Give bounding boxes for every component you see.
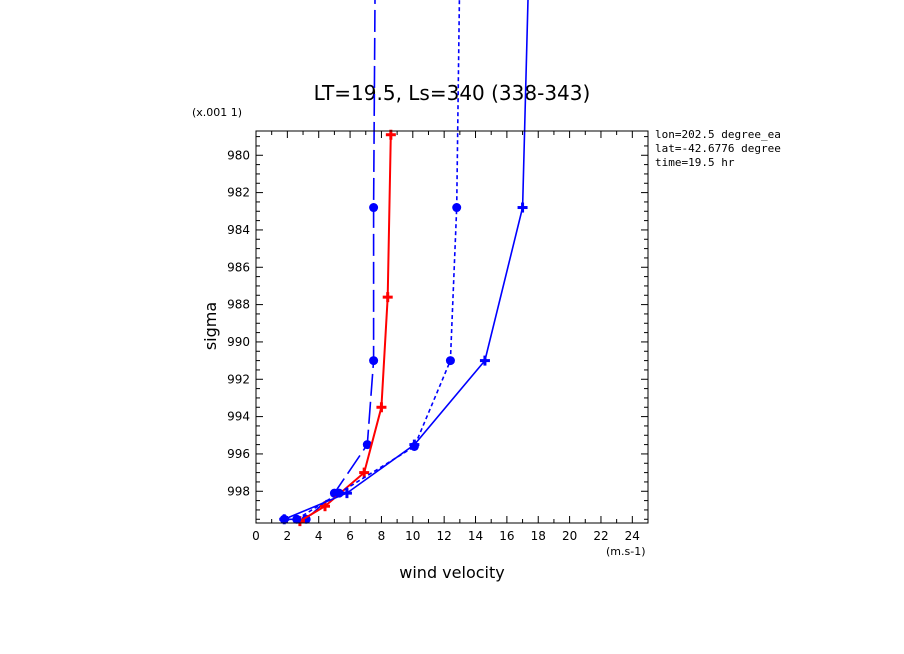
series-2-point [376,402,387,413]
y-axis-label: sigma [201,302,220,350]
series-line-3 [296,0,461,520]
info-lon: lon=202.5 degree_ea [655,128,781,141]
x-tick-label: 4 [315,529,323,543]
y-unit-label: (x.001 1) [192,106,242,119]
series-4-point [409,439,420,450]
y-tick-label: 984 [227,223,250,237]
x-tick-label: 22 [593,529,608,543]
info-block: lon=202.5 degree_ea lat=-42.6776 degree … [655,128,781,169]
series-4-point [517,202,528,213]
info-time: time=19.5 hr [655,156,735,169]
x-unit-label: (m.s-1) [606,545,646,558]
y-tick-label: 994 [227,410,250,424]
axis-ticks: 0 2 4 6 8 10 12 14 16 18 20 22 249809829849869889909… [227,131,649,543]
x-tick-label: 14 [468,529,483,543]
info-lat: lat=-42.6776 degree [655,142,781,155]
x-tick-label: 6 [346,529,354,543]
series-2-point [382,292,393,303]
y-tick-label: 990 [227,335,250,349]
series-group [279,0,529,527]
y-tick-label: 980 [227,148,250,162]
x-tick-label: 2 [284,529,292,543]
plot-frame [255,130,649,524]
series-1-point [369,203,379,213]
x-tick-label: 24 [625,529,640,543]
series-4-point [479,355,490,366]
series-4-point [341,488,352,499]
y-tick-label: 982 [227,186,250,200]
x-tick-label: 12 [437,529,452,543]
x-tick-label: 0 [252,529,260,543]
chart-title: LT=19.5, Ls=340 (338-343) [314,81,591,105]
x-tick-label: 20 [562,529,577,543]
series-1-point [369,356,379,366]
series-3-point [452,203,462,213]
y-tick-label: 998 [227,484,250,498]
series-line-2 [299,134,392,522]
y-tick-label: 996 [227,447,250,461]
series-1-point [362,440,372,450]
x-tick-label: 16 [499,529,514,543]
series-3-point [445,356,455,366]
x-tick-label: 8 [378,529,386,543]
x-tick-label: 10 [405,529,420,543]
series-line-1 [284,0,376,521]
y-tick-label: 988 [227,298,250,312]
y-tick-label: 992 [227,372,250,386]
x-tick-label: 18 [531,529,546,543]
series-2-point [359,467,370,478]
series-3-point [292,514,302,524]
y-tick-label: 986 [227,260,250,274]
series-line-4 [283,0,529,521]
x-axis-label: wind velocity [399,563,504,582]
